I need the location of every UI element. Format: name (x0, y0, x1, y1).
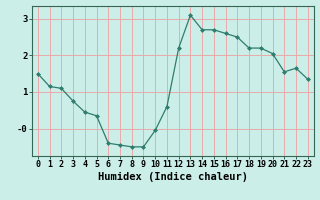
X-axis label: Humidex (Indice chaleur): Humidex (Indice chaleur) (98, 172, 248, 182)
